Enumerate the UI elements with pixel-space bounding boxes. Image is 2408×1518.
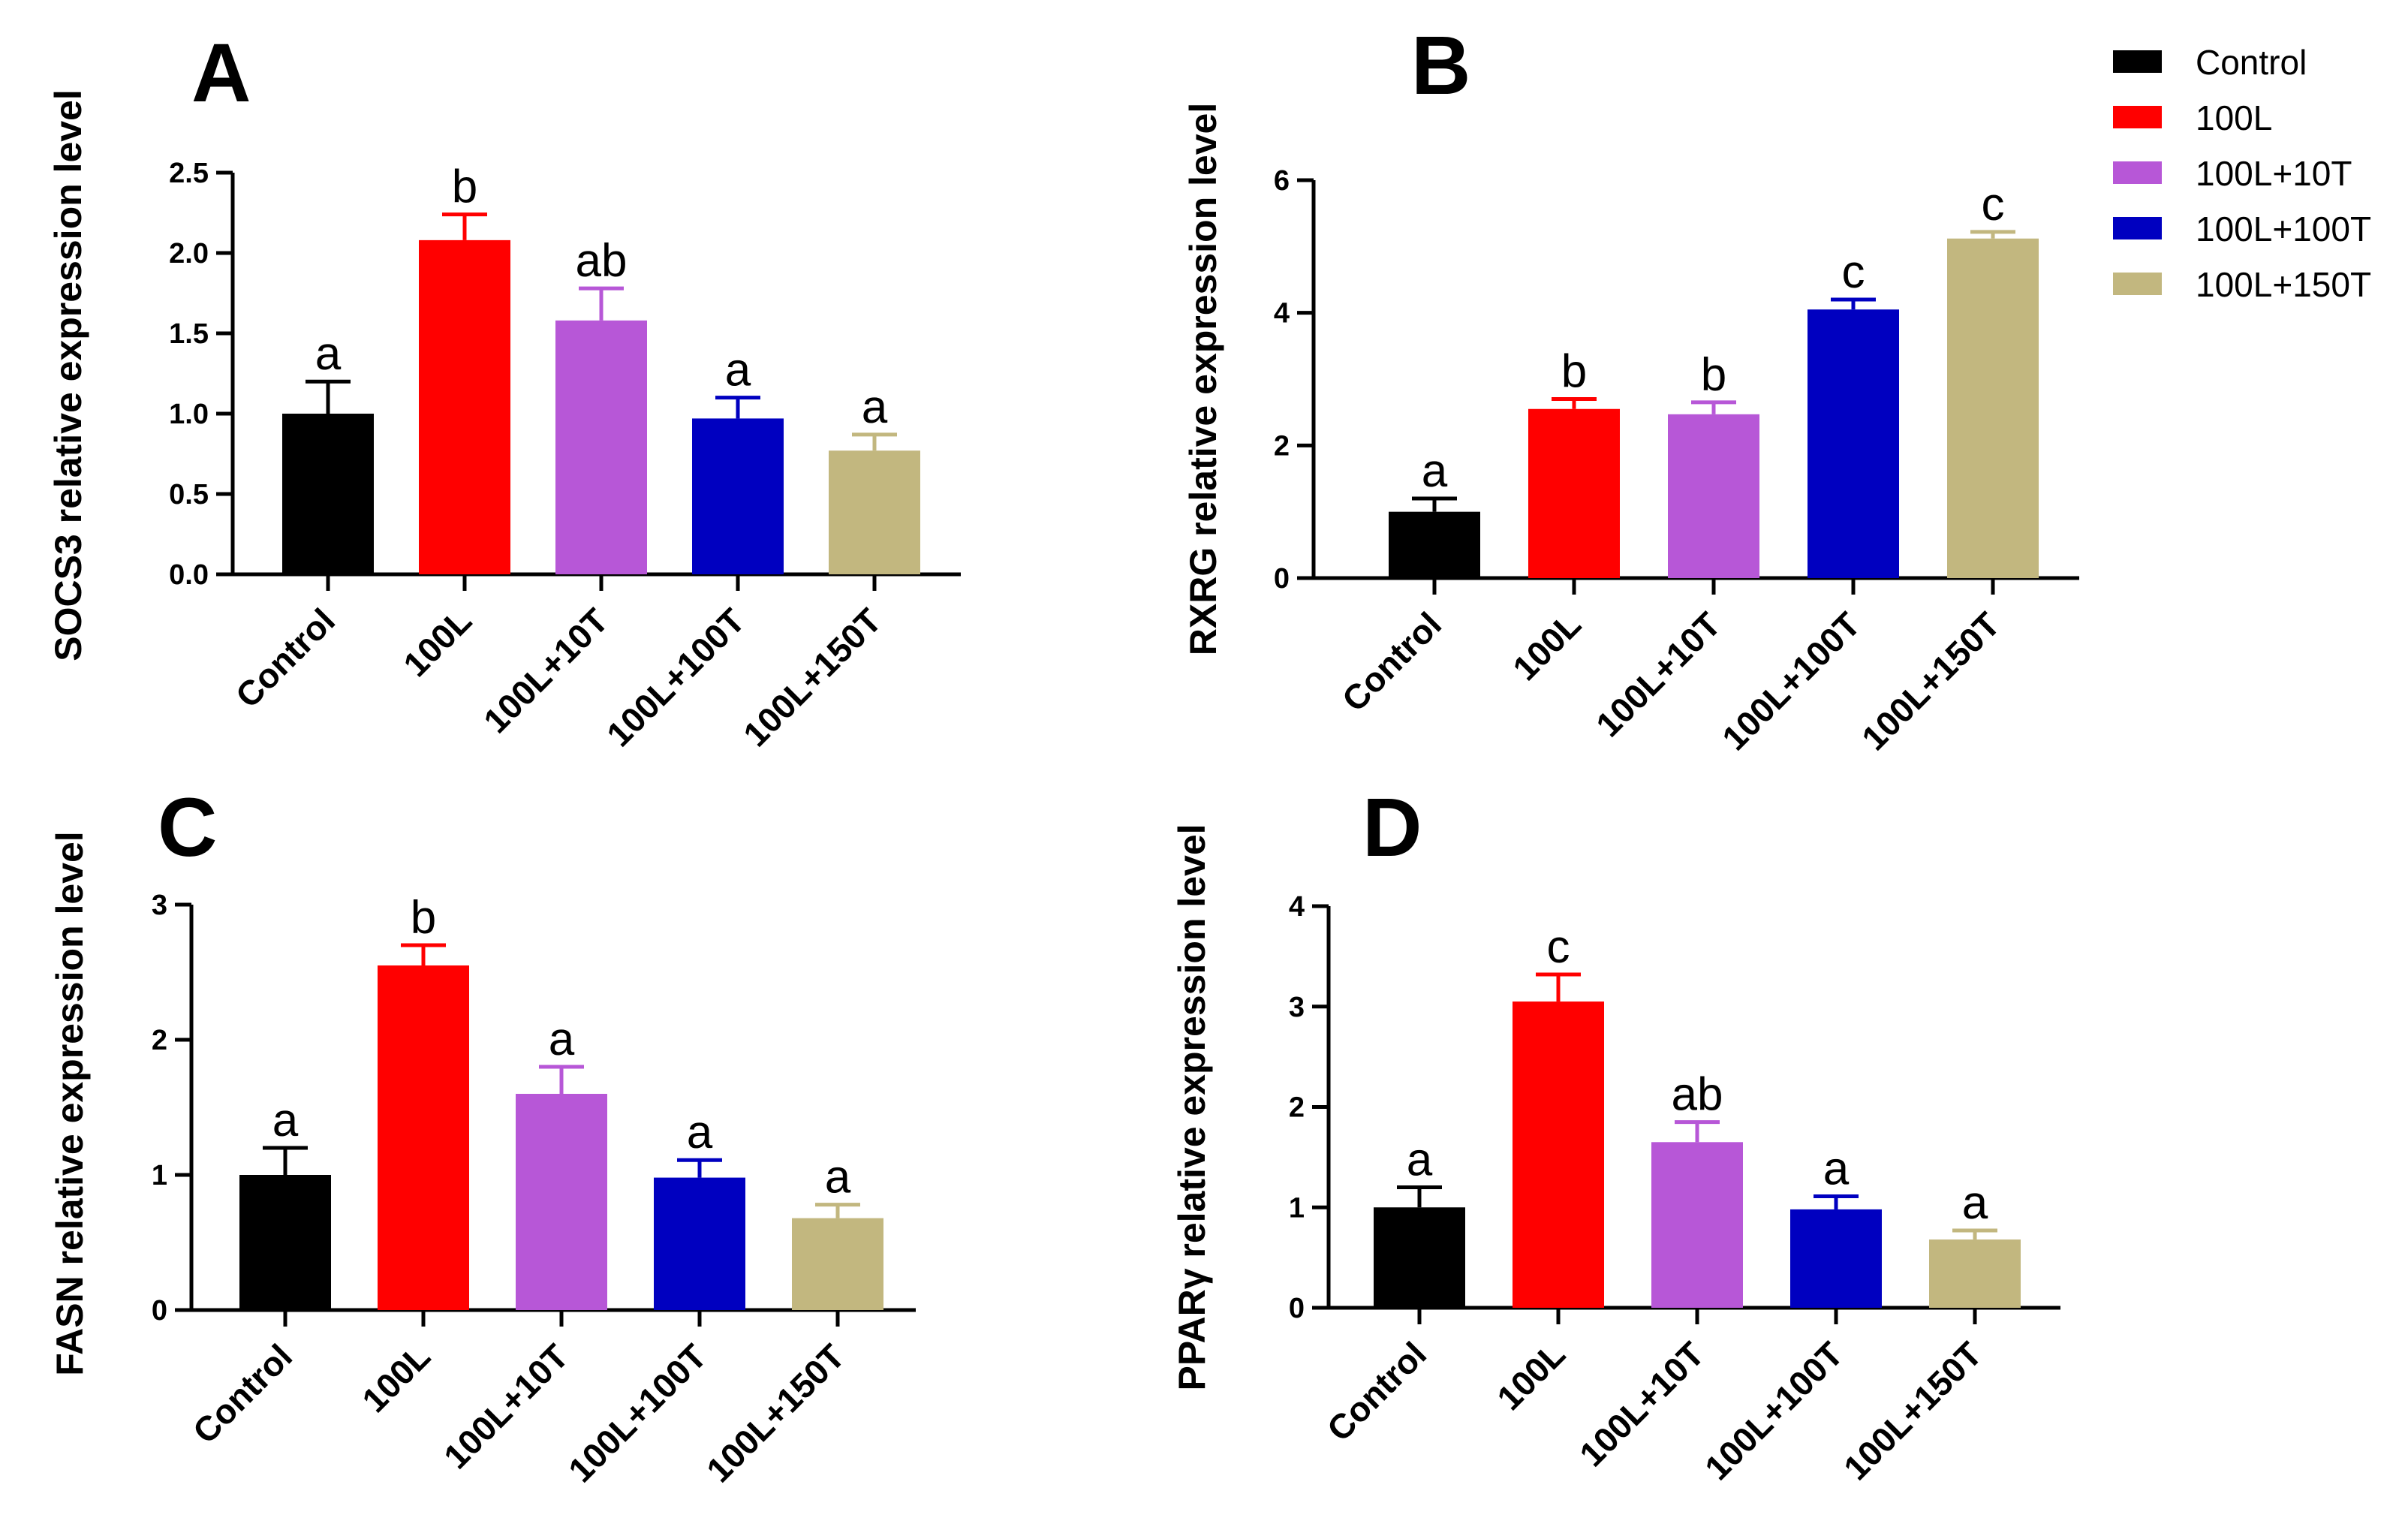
panel-b-y-tick-label: 6 (1274, 165, 1290, 197)
panel-c-x-tick-label: 100L+150T (699, 1336, 852, 1489)
panel-d-significance-label: a (1407, 1134, 1433, 1186)
panel-b-significance-label: b (1701, 349, 1726, 401)
panel-c-label: C (158, 782, 217, 874)
panel-b-y-tick-label: 4 (1274, 298, 1290, 330)
panel-a-x-tick-label: Control (228, 601, 342, 715)
panel-c-x-tick-label: 100L+100T (561, 1336, 714, 1489)
panel-b-x-tick-label: 100L+150T (1854, 604, 2007, 757)
panel-d-y-tick-label: 4 (1289, 891, 1305, 923)
panel-a-x-tick-label: 100L+150T (736, 601, 889, 754)
panel-d-bar (1651, 1142, 1743, 1308)
panel-a-bar (829, 450, 920, 574)
panel-a-significance-label: a (862, 381, 888, 433)
panel-d-y-tick-label: 3 (1289, 992, 1305, 1023)
panel-d-label: D (1362, 782, 1422, 874)
panel-a-x-tick-label: 100L (396, 601, 479, 684)
legend-swatch-control (2113, 50, 2162, 73)
legend-swatch-100l-150t (2113, 273, 2162, 295)
panel-d-significance-label: ab (1672, 1069, 1723, 1121)
panel-a-significance-label: b (452, 161, 477, 213)
panel-a-bar (282, 414, 374, 574)
panel-a-x-tick-label: 100L+10T (476, 601, 616, 740)
panel-d-significance-label: a (1823, 1143, 1850, 1195)
panel-c-bar (239, 1175, 331, 1310)
panel-c-bar (792, 1218, 883, 1310)
panel-b-bar (1947, 238, 2039, 578)
panel-a-y-axis-title: SOCS3 relative expression level (47, 89, 89, 661)
panel-b-x-tick-label: 100L+10T (1588, 604, 1728, 744)
panel-b-y-tick-label: 0 (1274, 563, 1290, 595)
panel-c-x-tick-label: 100L (354, 1336, 438, 1420)
panel-b-bar (1808, 309, 1899, 578)
panel-b-significance-label: b (1561, 346, 1587, 398)
panel-b-bar (1668, 414, 1759, 578)
panel-c-x-tick-label: 100L+10T (436, 1336, 576, 1476)
panel-c-x-tick-label: Control (185, 1336, 299, 1450)
panel-c-y-tick-label: 2 (152, 1025, 167, 1056)
panel-c-significance-label: b (411, 892, 436, 944)
panel-c-bar (378, 965, 469, 1310)
panel-d-bar (1929, 1239, 2021, 1308)
panel-d-bar (1513, 1001, 1604, 1308)
panel-c-bar (654, 1177, 745, 1310)
panel-c-bar (516, 1094, 607, 1310)
panel-c-significance-label: a (687, 1107, 713, 1158)
panel-c-y-tick-label: 1 (152, 1160, 167, 1191)
panel-a-significance-label: a (315, 328, 342, 380)
panel-d-x-tick-label: 100L+100T (1697, 1334, 1850, 1487)
panel-a-bar (555, 320, 647, 574)
panel-a-y-tick-label: 0.0 (169, 559, 209, 591)
panel-d-y-tick-label: 2 (1289, 1092, 1305, 1124)
panel-a-y-tick-label: 1.5 (169, 318, 209, 350)
panel-c-significance-label: a (825, 1152, 851, 1203)
panel-d-y-tick-label: 0 (1289, 1293, 1305, 1324)
panel-c-y-axis-title: FASN relative expression level (49, 831, 91, 1375)
panel-d-bar (1374, 1207, 1465, 1308)
panel-b-significance-label: c (1842, 246, 1865, 298)
panel-a-y-tick-label: 2.5 (169, 158, 209, 189)
panel-b-bar (1389, 511, 1480, 578)
panel-a-bar (419, 239, 510, 574)
legend-swatch-100l-10t (2113, 161, 2162, 184)
panel-a-y-tick-label: 2.0 (169, 238, 209, 270)
panel-c-y-tick-label: 0 (152, 1295, 167, 1327)
panel-b-y-tick-label: 2 (1274, 430, 1290, 462)
panel-d-y-tick-label: 1 (1289, 1192, 1305, 1224)
panel-d-significance-label: a (1962, 1177, 1988, 1229)
panel-c-y-tick-label: 3 (152, 890, 167, 921)
panel-a-label: A (191, 27, 251, 119)
panel-b-label: B (1411, 20, 1470, 112)
panel-a-x-tick-label: 100L+100T (599, 601, 752, 754)
panel-d-y-axis-title: PPARγ relative expression level (1171, 824, 1213, 1390)
panel-b-x-tick-label: 100L+100T (1714, 604, 1868, 757)
panel-d-x-tick-label: 100L+10T (1572, 1334, 1711, 1474)
panel-b-bar (1528, 408, 1620, 578)
panel-a-y-tick-label: 1.0 (169, 399, 209, 430)
panel-d-x-tick-label: Control (1320, 1334, 1434, 1448)
panel-b-x-tick-label: Control (1335, 604, 1449, 718)
panel-d-bar (1790, 1209, 1882, 1308)
panel-a-significance-label: ab (576, 235, 628, 287)
legend-label-100l-150t: 100L+150T (2196, 265, 2372, 304)
panel-d-x-tick-label: 100L (1489, 1334, 1573, 1417)
legend-label-100l-100t: 100L+100T (2196, 209, 2372, 248)
legend-swatch-100l (2113, 106, 2162, 128)
panel-d-significance-label: c (1547, 921, 1570, 973)
panel-a-significance-label: a (725, 345, 751, 396)
panel-c-significance-label: a (272, 1095, 299, 1146)
panel-c-significance-label: a (549, 1014, 575, 1065)
legend-label-100l: 100L (2196, 98, 2273, 137)
panel-a-bar (692, 418, 784, 574)
panel-b-significance-label: a (1422, 445, 1448, 497)
panel-a-y-tick-label: 0.5 (169, 479, 209, 511)
legend-swatch-100l-100t (2113, 217, 2162, 239)
legend-label-control: Control (2196, 43, 2307, 82)
panel-d-x-tick-label: 100L+150T (1836, 1334, 1989, 1487)
legend-label-100l-10t: 100L+10T (2196, 154, 2352, 193)
panel-b-y-axis-title: RXRG relative expression level (1182, 103, 1224, 655)
panel-b-x-tick-label: 100L (1505, 604, 1588, 688)
panel-b-significance-label: c (1982, 179, 2005, 230)
